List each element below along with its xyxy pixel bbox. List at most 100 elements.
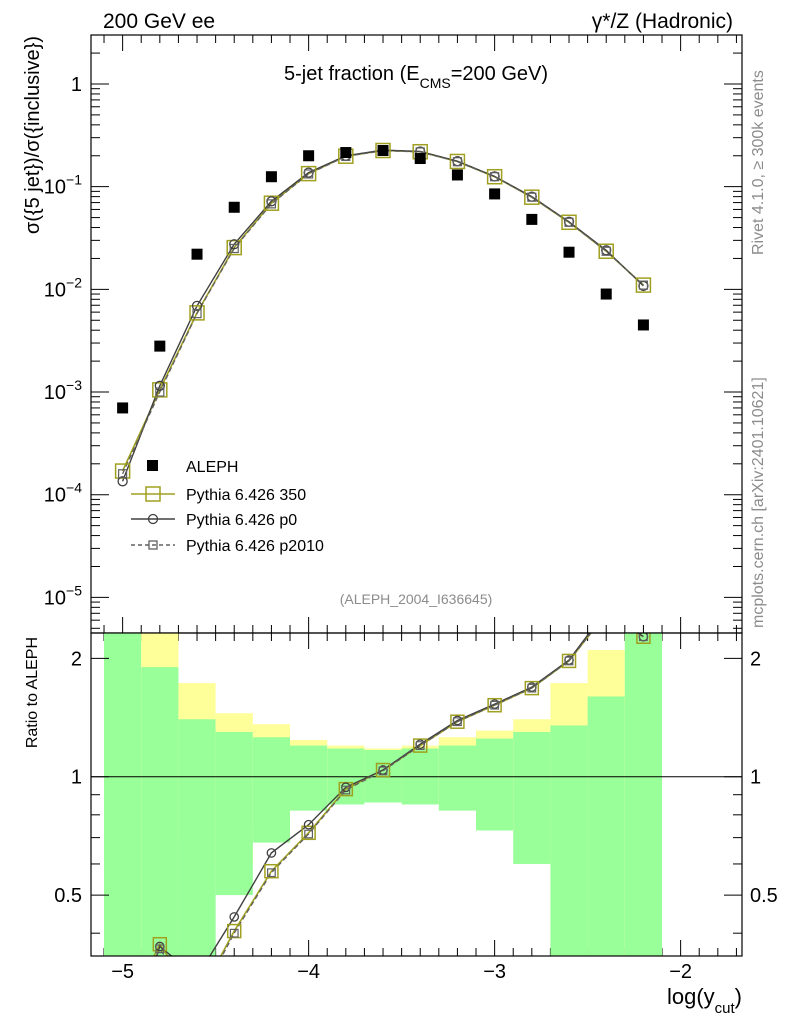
aleph-point <box>265 171 277 183</box>
marker-p350 <box>114 463 131 479</box>
mc-curves <box>114 142 652 487</box>
marker-p2010 <box>638 280 649 290</box>
legend-label-aleph: ALEPH <box>186 459 238 476</box>
ratio-marker-p2010 <box>341 785 351 795</box>
y-tick-exponent: −4 <box>66 480 82 496</box>
legend-label-p350: Pythia 6.426 350 <box>186 487 306 504</box>
rivet-label: Rivet 4.1.0, ≥ 300k events <box>750 70 767 255</box>
ratio-marker-p350 <box>116 1014 129 1024</box>
y-tick-label: 10−1 <box>44 172 82 199</box>
legend-label-p2010: Pythia 6.426 p2010 <box>186 538 324 555</box>
marker-p350 <box>226 239 242 256</box>
marker-p0 <box>154 380 165 391</box>
ratio-y-tick-labels: 0.5 0.5 1 1 2 2 <box>54 648 778 907</box>
ratio-curves <box>116 606 651 1024</box>
ratio-marker-p2010 <box>564 656 574 666</box>
ratio-marker-p2010 <box>490 700 500 710</box>
y-tick-base: 10 <box>44 279 66 301</box>
x-label-close: ) <box>735 984 742 1009</box>
y-axis-label: σ({5 jet})/σ({inclusive}) <box>22 36 44 234</box>
legend-marker-p2010 <box>148 540 158 550</box>
aleph-point <box>451 169 463 181</box>
title-suffix: =200 GeV) <box>451 63 548 85</box>
y-tick-base: 10 <box>44 177 66 199</box>
title-sub: CMS <box>420 75 451 91</box>
aleph-point <box>303 150 315 162</box>
main-y-tick-labels: 10−510−410−310−210−11 <box>44 74 82 609</box>
aleph-point <box>526 213 538 225</box>
ratio-tick-label-left: 2 <box>71 648 82 670</box>
x-tick-label: −5 <box>111 961 134 983</box>
x-axis-label: log(ycut) <box>667 984 742 1017</box>
band-inner <box>587 696 625 956</box>
ratio-uncertainty-bands <box>104 633 663 956</box>
ratio-marker-p0 <box>602 606 610 614</box>
band-inner <box>178 719 216 956</box>
ratio-y-label: Ratio to ALEPH <box>24 637 41 748</box>
marker-p350 <box>449 153 466 170</box>
marker-p2010 <box>229 243 239 254</box>
ratio-marker-p2010 <box>155 944 165 954</box>
legend-marker-p0 <box>147 513 159 525</box>
y-tick-exponent: −1 <box>66 172 82 188</box>
legend: ALEPH Pythia 6.426 350 Pythia 6.426 p0 P… <box>131 459 324 555</box>
band-inner <box>550 725 588 956</box>
legend-label-p0: Pythia 6.426 p0 <box>186 512 297 529</box>
aleph-point <box>228 201 240 213</box>
y-tick-base: 1 <box>71 74 82 96</box>
marker-p2010 <box>266 199 277 209</box>
x-tick-labels: −5 −4 −3 −2 <box>111 961 692 983</box>
x-tick-label: −4 <box>297 961 320 983</box>
ratio-frame <box>90 632 743 957</box>
ratio-panel: 0.5 0.5 1 1 2 2 −5 −4 −3 −2 Ratio to ALEPH log(y… <box>24 606 778 1024</box>
band-inner <box>476 738 514 831</box>
legend-marker-p350 <box>145 486 161 502</box>
analysis-id: (ALEPH_2004_I636645) <box>340 591 493 607</box>
ratio-marker-p350 <box>561 653 577 669</box>
marker-p2010 <box>601 246 611 256</box>
aleph-point <box>637 319 649 331</box>
ratio-marker-p350 <box>450 714 465 729</box>
ratio-marker-p0 <box>266 848 277 858</box>
mcplots-label: mcplots.cern.ch [arXiv:2401.10621] <box>750 377 767 628</box>
x-tick-label: −3 <box>483 961 506 983</box>
ratio-marker-p2010 <box>602 610 610 618</box>
title-prefix: 5-jet fraction (E <box>284 63 420 85</box>
aleph-point <box>340 147 352 159</box>
aleph-point <box>117 402 129 414</box>
y-tick-exponent: −2 <box>66 274 82 290</box>
band-inner <box>252 737 291 843</box>
x-label-main: log(y <box>667 984 715 1009</box>
aleph-point <box>489 188 501 200</box>
band-inner <box>438 745 477 811</box>
marker-p2010 <box>155 387 165 397</box>
marker-p350 <box>598 243 614 259</box>
ratio-tick-label-right: 2 <box>750 648 761 670</box>
marker-p2010 <box>192 309 202 319</box>
marker-p2010 <box>118 469 128 479</box>
ratio-marker-p350 <box>600 607 613 620</box>
y-tick-base: 10 <box>44 587 66 609</box>
x-label-sub: cut <box>715 1000 736 1017</box>
band-inner <box>104 633 142 956</box>
marker-p2010 <box>452 157 463 167</box>
ratio-marker-p2010 <box>193 1000 201 1008</box>
ratio-tick-label-right: 0.5 <box>750 885 778 907</box>
marker-p350 <box>152 382 168 398</box>
ratio-marker-p350 <box>487 697 502 713</box>
y-tick-exponent: −3 <box>66 377 82 393</box>
band-inner <box>290 745 328 811</box>
ratio-marker-p350 <box>524 680 540 696</box>
aleph-point <box>191 248 203 260</box>
ratio-marker-p2010 <box>304 829 314 839</box>
ratio-marker-p350 <box>191 994 204 1007</box>
marker-p350 <box>189 305 205 321</box>
ratio-tick-label-right: 1 <box>750 767 761 789</box>
aleph-data-points <box>117 145 649 414</box>
marker-p2010 <box>564 217 574 227</box>
ratio-marker-p2010 <box>527 683 537 693</box>
ratio-marker-p0 <box>193 973 201 981</box>
ratio-marker-p350 <box>264 863 279 879</box>
ratio-marker-p2010 <box>415 741 425 750</box>
